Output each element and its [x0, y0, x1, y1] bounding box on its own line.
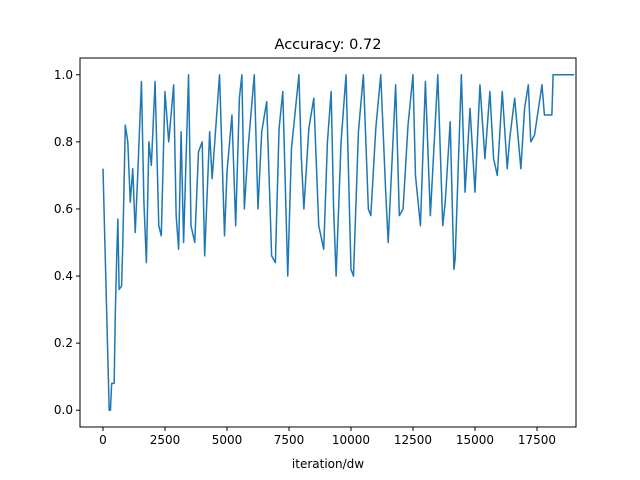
line — [102, 74, 575, 411]
x-tick-label: 10000 — [332, 433, 370, 447]
y-tick-label: 0.2 — [54, 336, 73, 350]
x-tick-label: 17500 — [518, 433, 556, 447]
y-tick-label: 0.0 — [54, 403, 73, 417]
x-tick-label: 15000 — [456, 433, 494, 447]
x-tick-label: 7500 — [274, 433, 305, 447]
x-axis-label: iteration/dw — [292, 457, 364, 471]
x-tick-label: 0 — [99, 433, 107, 447]
x-tick-label: 12500 — [394, 433, 432, 447]
chart-title: Accuracy: 0.72 — [275, 37, 382, 53]
plot-frame — [79, 57, 577, 428]
x-tick-label: 2500 — [150, 433, 181, 447]
y-tick-label: 0.8 — [54, 135, 73, 149]
y-tick-label: 0.4 — [54, 269, 73, 283]
y-tick-label: 0.6 — [54, 202, 73, 216]
x-tick-label: 5000 — [212, 433, 243, 447]
y-tick-label: 1.0 — [54, 68, 73, 82]
